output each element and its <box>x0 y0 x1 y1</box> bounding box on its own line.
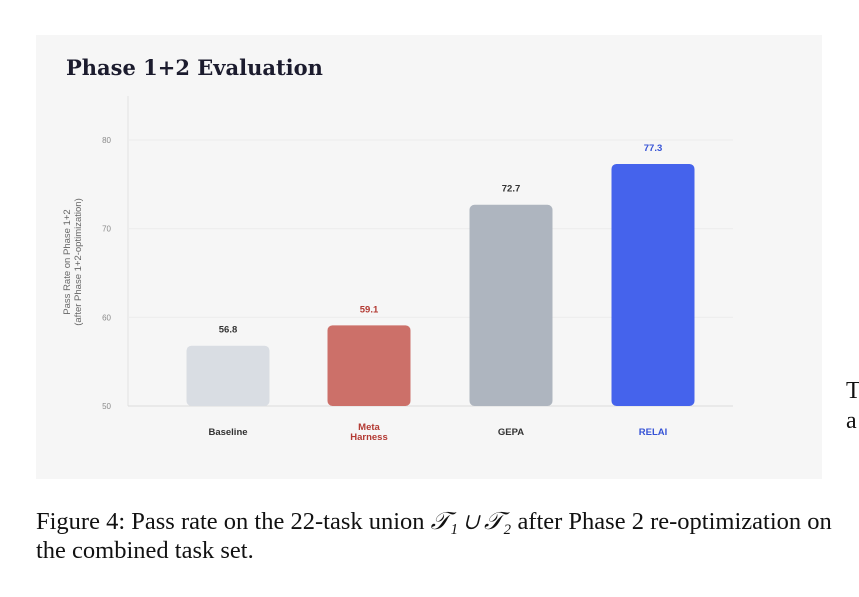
y-axis-label: Pass Rate on Phase 1+2(after Phase 1+2-o… <box>62 198 84 326</box>
category-label-relai: RELAI <box>639 427 668 438</box>
y-tick-label-60: 60 <box>102 313 111 322</box>
category-label-meta-harness: Meta Harness <box>350 422 388 443</box>
category-label-baseline: Baseline <box>208 427 247 438</box>
figure-caption: Figure 4: Pass rate on the 22-task union… <box>36 507 836 565</box>
bar-meta-harness <box>327 325 411 406</box>
caption-suffix: after Phase 2 re-optimization on the com… <box>36 508 832 564</box>
value-label-relai: 77.3 <box>644 143 663 154</box>
y-tick-label-80: 80 <box>102 136 111 145</box>
edge-text-1: T <box>846 378 859 404</box>
bar-baseline <box>186 345 270 406</box>
chart-title: Phase 1+2 Evaluation <box>66 55 323 80</box>
y-tick-label-50: 50 <box>102 402 111 411</box>
y-tick-label-70: 70 <box>102 225 111 234</box>
bar-gepa <box>469 204 553 406</box>
edge-text-2: a <box>846 408 857 434</box>
bar-relai <box>611 163 695 406</box>
category-label-gepa: GEPA <box>498 427 524 438</box>
value-label-gepa: 72.7 <box>502 184 521 195</box>
value-label-meta-harness: 59.1 <box>360 304 379 315</box>
caption-math: 𝒯₁ ∪ 𝒯₂ <box>430 508 512 535</box>
value-label-baseline: 56.8 <box>219 325 238 336</box>
caption-prefix: Figure 4: Pass rate on the 22-task union <box>36 508 431 535</box>
